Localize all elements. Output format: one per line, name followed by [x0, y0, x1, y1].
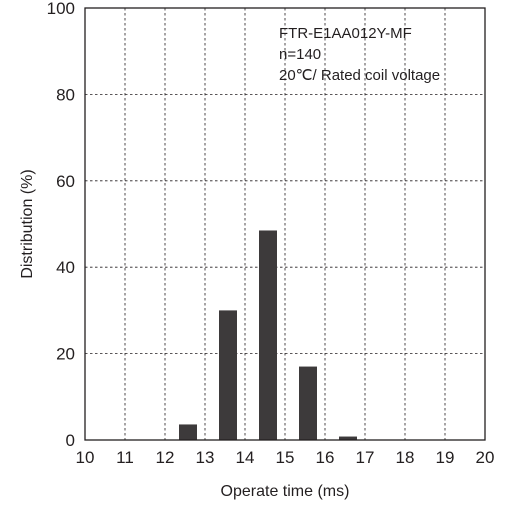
- x-tick-label: 17: [356, 448, 375, 467]
- x-tick-label: 13: [196, 448, 215, 467]
- x-tick-label: 11: [116, 448, 134, 467]
- plot-frame: [84, 7, 486, 441]
- x-tick-labels: 10 11 12 13 14 15 16 17 18 19 20: [76, 448, 495, 467]
- x-tick-label: 16: [316, 448, 335, 467]
- y-axis-label: Distribution (%): [19, 169, 36, 278]
- annotation-sample-size: n=140: [279, 46, 321, 63]
- y-tick-labels: 0 20 40 60 80 100: [47, 0, 75, 450]
- y-tick-label: 80: [56, 85, 75, 104]
- x-tick-label: 10: [76, 448, 95, 467]
- y-tick-label: 20: [56, 345, 75, 364]
- y-tick-label: 100: [47, 0, 75, 18]
- x-tick-label: 15: [276, 448, 295, 467]
- y-tick-label: 60: [56, 172, 75, 191]
- bar-13-14: [219, 310, 237, 440]
- x-tick-label: 20: [476, 448, 495, 467]
- x-axis-label: Operate time (ms): [221, 483, 350, 500]
- bar-12-13: [179, 424, 197, 440]
- bar-16-17: [339, 436, 357, 440]
- annotation-model: FTR-E1AA012Y-MF: [279, 25, 412, 42]
- bar-14-15: [259, 230, 277, 440]
- x-tick-label: 14: [236, 448, 255, 467]
- grid-lines: [85, 8, 485, 440]
- y-tick-label: 40: [56, 258, 75, 277]
- y-tick-label: 0: [66, 431, 75, 450]
- x-tick-label: 18: [396, 448, 415, 467]
- bars: [179, 230, 357, 440]
- annotation-condition: 20℃/ Rated coil voltage: [279, 67, 440, 84]
- x-tick-label: 12: [156, 448, 175, 467]
- x-tick-label: 19: [436, 448, 455, 467]
- bar-15-16: [299, 366, 317, 440]
